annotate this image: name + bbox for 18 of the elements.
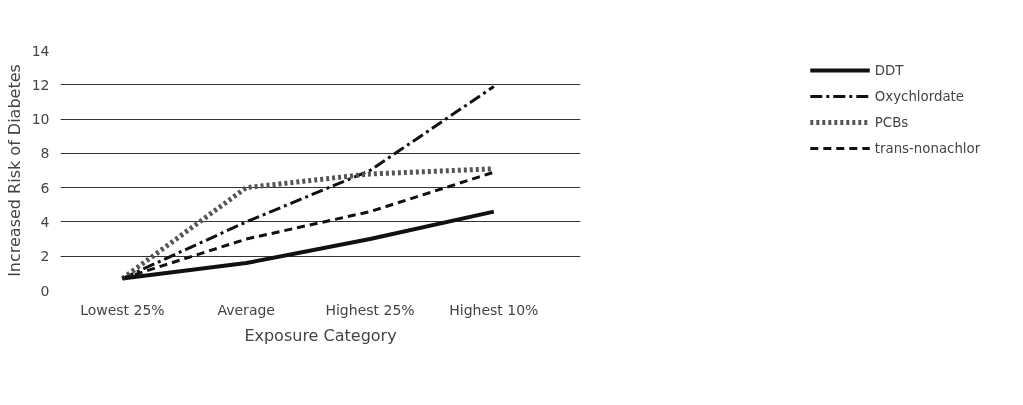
y-tick-label: 4 (40, 213, 50, 230)
x-tick-label: Average (217, 301, 275, 318)
x-tick-label: Highest 25% (325, 301, 415, 318)
legend-label: trans-nonachlor (874, 140, 981, 156)
x-tick-label: Highest 10% (449, 301, 539, 318)
y-tick-label: 12 (31, 76, 50, 93)
y-tick-label: 6 (40, 179, 50, 196)
x-tick-label: Lowest 25% (80, 301, 165, 318)
y-tick-label: 14 (31, 42, 50, 59)
y-tick-label: 0 (40, 282, 50, 299)
y-tick-label: 10 (31, 111, 50, 128)
legend-label: Oxychlordate (874, 88, 964, 104)
legend-label: DDT (874, 62, 904, 78)
x-axis-title: Exposure Category (244, 325, 397, 345)
y-tick-label: 2 (40, 248, 50, 265)
y-tick-label: 8 (40, 145, 50, 162)
y-axis-title: Increased Risk of Diabetes (4, 64, 24, 277)
legend-label: PCBs (874, 114, 909, 130)
